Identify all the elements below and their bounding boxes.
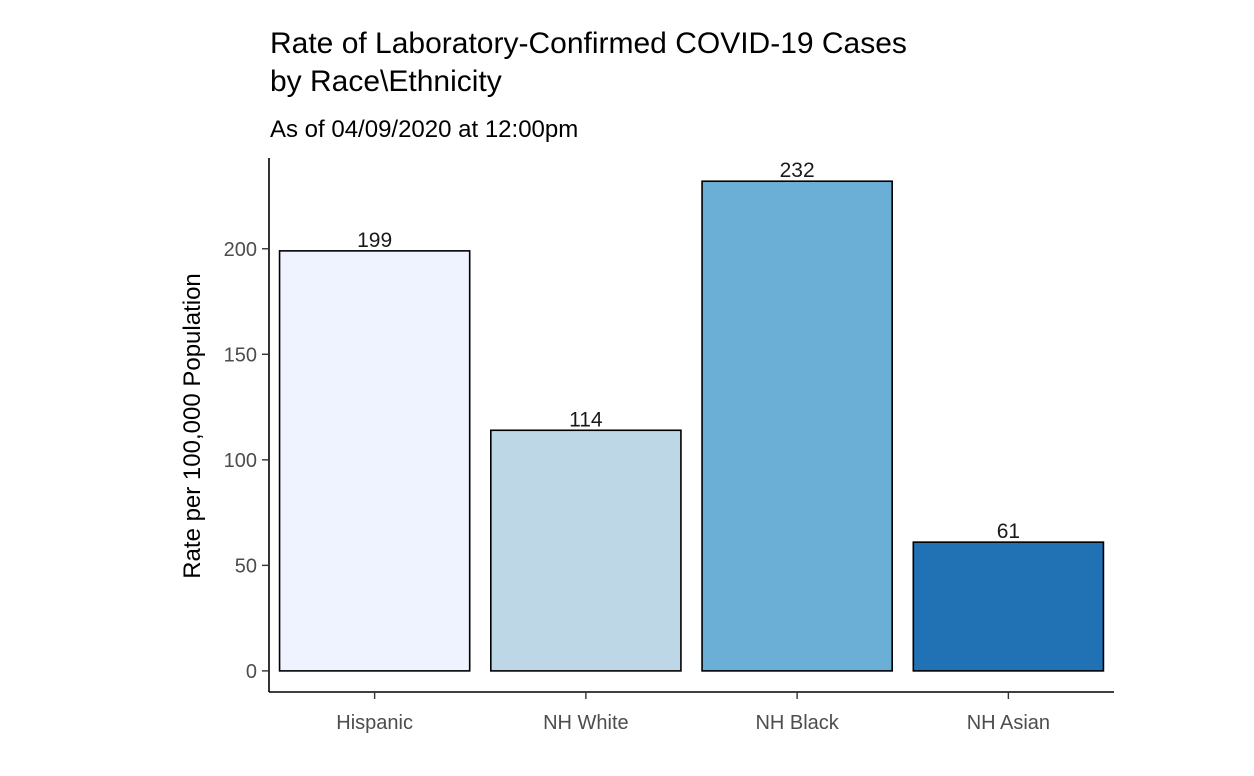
chart-subtitle: As of 04/09/2020 at 12:00pm <box>270 116 578 143</box>
x-tick-label: NH White <box>543 712 629 734</box>
x-tick-label: NH Black <box>755 712 839 734</box>
data-label: 232 <box>780 159 815 182</box>
data-label: 61 <box>997 520 1020 543</box>
y-axis-label: Rate per 100,000 Population <box>179 273 206 579</box>
y-tick-label: 150 <box>224 344 257 366</box>
chart-title-line-1: Rate of Laboratory-Confirmed COVID-19 Ca… <box>270 27 907 60</box>
plot-area: 0 50 100 150 200 199 Hispanic 114 NH White 232 NH … <box>224 158 1114 734</box>
y-tick-label: 100 <box>224 450 257 472</box>
x-tick-label: Hispanic <box>336 712 413 734</box>
bar-nh-white <box>490 429 682 672</box>
y-tick-label: 200 <box>224 239 257 261</box>
y-tick-label: 50 <box>235 555 257 577</box>
bar-hispanic <box>278 250 471 672</box>
x-tick-label: NH Asian <box>967 712 1050 734</box>
y-tick-label: 0 <box>246 661 257 683</box>
data-label: 114 <box>569 408 603 431</box>
chart-title-line-2: by Race\Ethnicity <box>270 65 502 98</box>
data-label: 199 <box>357 229 392 252</box>
bar-nh-asian <box>912 541 1105 672</box>
bar-nh-black <box>701 180 893 672</box>
